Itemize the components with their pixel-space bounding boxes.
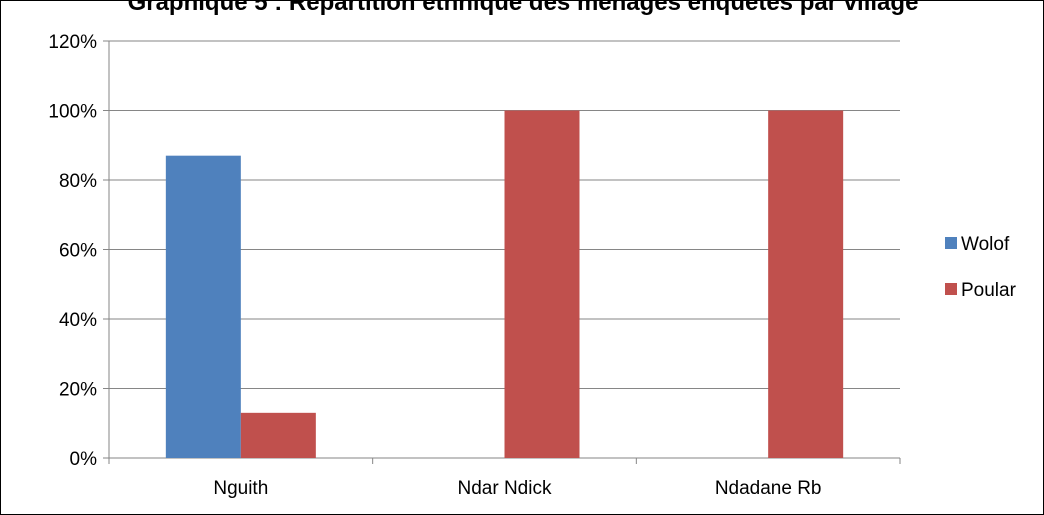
y-tick-label: 100% (48, 102, 97, 123)
legend-label-poular: Poular (961, 280, 1017, 301)
y-tick-label: 60% (59, 241, 97, 262)
x-tick-label: Nguith (213, 478, 268, 499)
y-tick-label: 80% (59, 171, 97, 192)
y-tick-label: 120% (48, 32, 97, 53)
legend-label-wolof: Wolof (961, 234, 1010, 255)
bar-poular-ndar-ndick (504, 110, 580, 458)
legend-swatch-wolof (945, 237, 957, 249)
x-tick-label: Ndadane Rb (715, 478, 822, 499)
bar-poular-ndadane-rb (768, 110, 844, 458)
legend-swatch-poular (945, 283, 957, 295)
y-tick-label: 20% (59, 380, 97, 401)
x-tick-label: Ndar Ndick (458, 478, 552, 499)
chart-title: Graphique 5 : Répartition ethnique des m… (127, 0, 919, 16)
y-tick-label: 40% (59, 310, 97, 331)
y-tick-label: 0% (70, 449, 98, 470)
bar-poular-nguith (240, 412, 316, 458)
bar-wolof-nguith (165, 155, 241, 459)
